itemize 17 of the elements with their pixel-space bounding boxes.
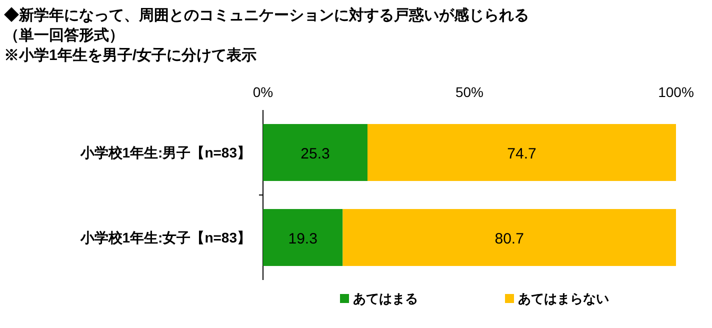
legend-label: あてはまらない: [518, 291, 609, 306]
x-tick-label: 100%: [658, 84, 694, 100]
data-label: 19.3: [288, 230, 318, 248]
text: （単一回答形式） ※小学1年生を男子/女子に分けて表示: [4, 27, 257, 64]
data-label: 25.3: [300, 146, 330, 162]
bar: [263, 209, 343, 266]
chart-title: ◆新学年になって、周囲とのコミュニケーションに対する戸惑いが感じられる: [4, 6, 529, 24]
x-tick-label: 0%: [252, 84, 274, 100]
data-label: 74.7: [507, 146, 536, 162]
y-tick-label: 小学校1年生:女子【n=83】: [79, 230, 251, 246]
bar: [342, 209, 676, 266]
bar: [263, 124, 368, 181]
legend-label: あてはまる: [353, 291, 418, 306]
y-tick-label: 小学校1年生:男子【n=83】: [79, 144, 251, 160]
bar: [367, 124, 676, 181]
x-tick-label: 50%: [455, 84, 484, 100]
data-label: 80.7: [494, 230, 524, 248]
